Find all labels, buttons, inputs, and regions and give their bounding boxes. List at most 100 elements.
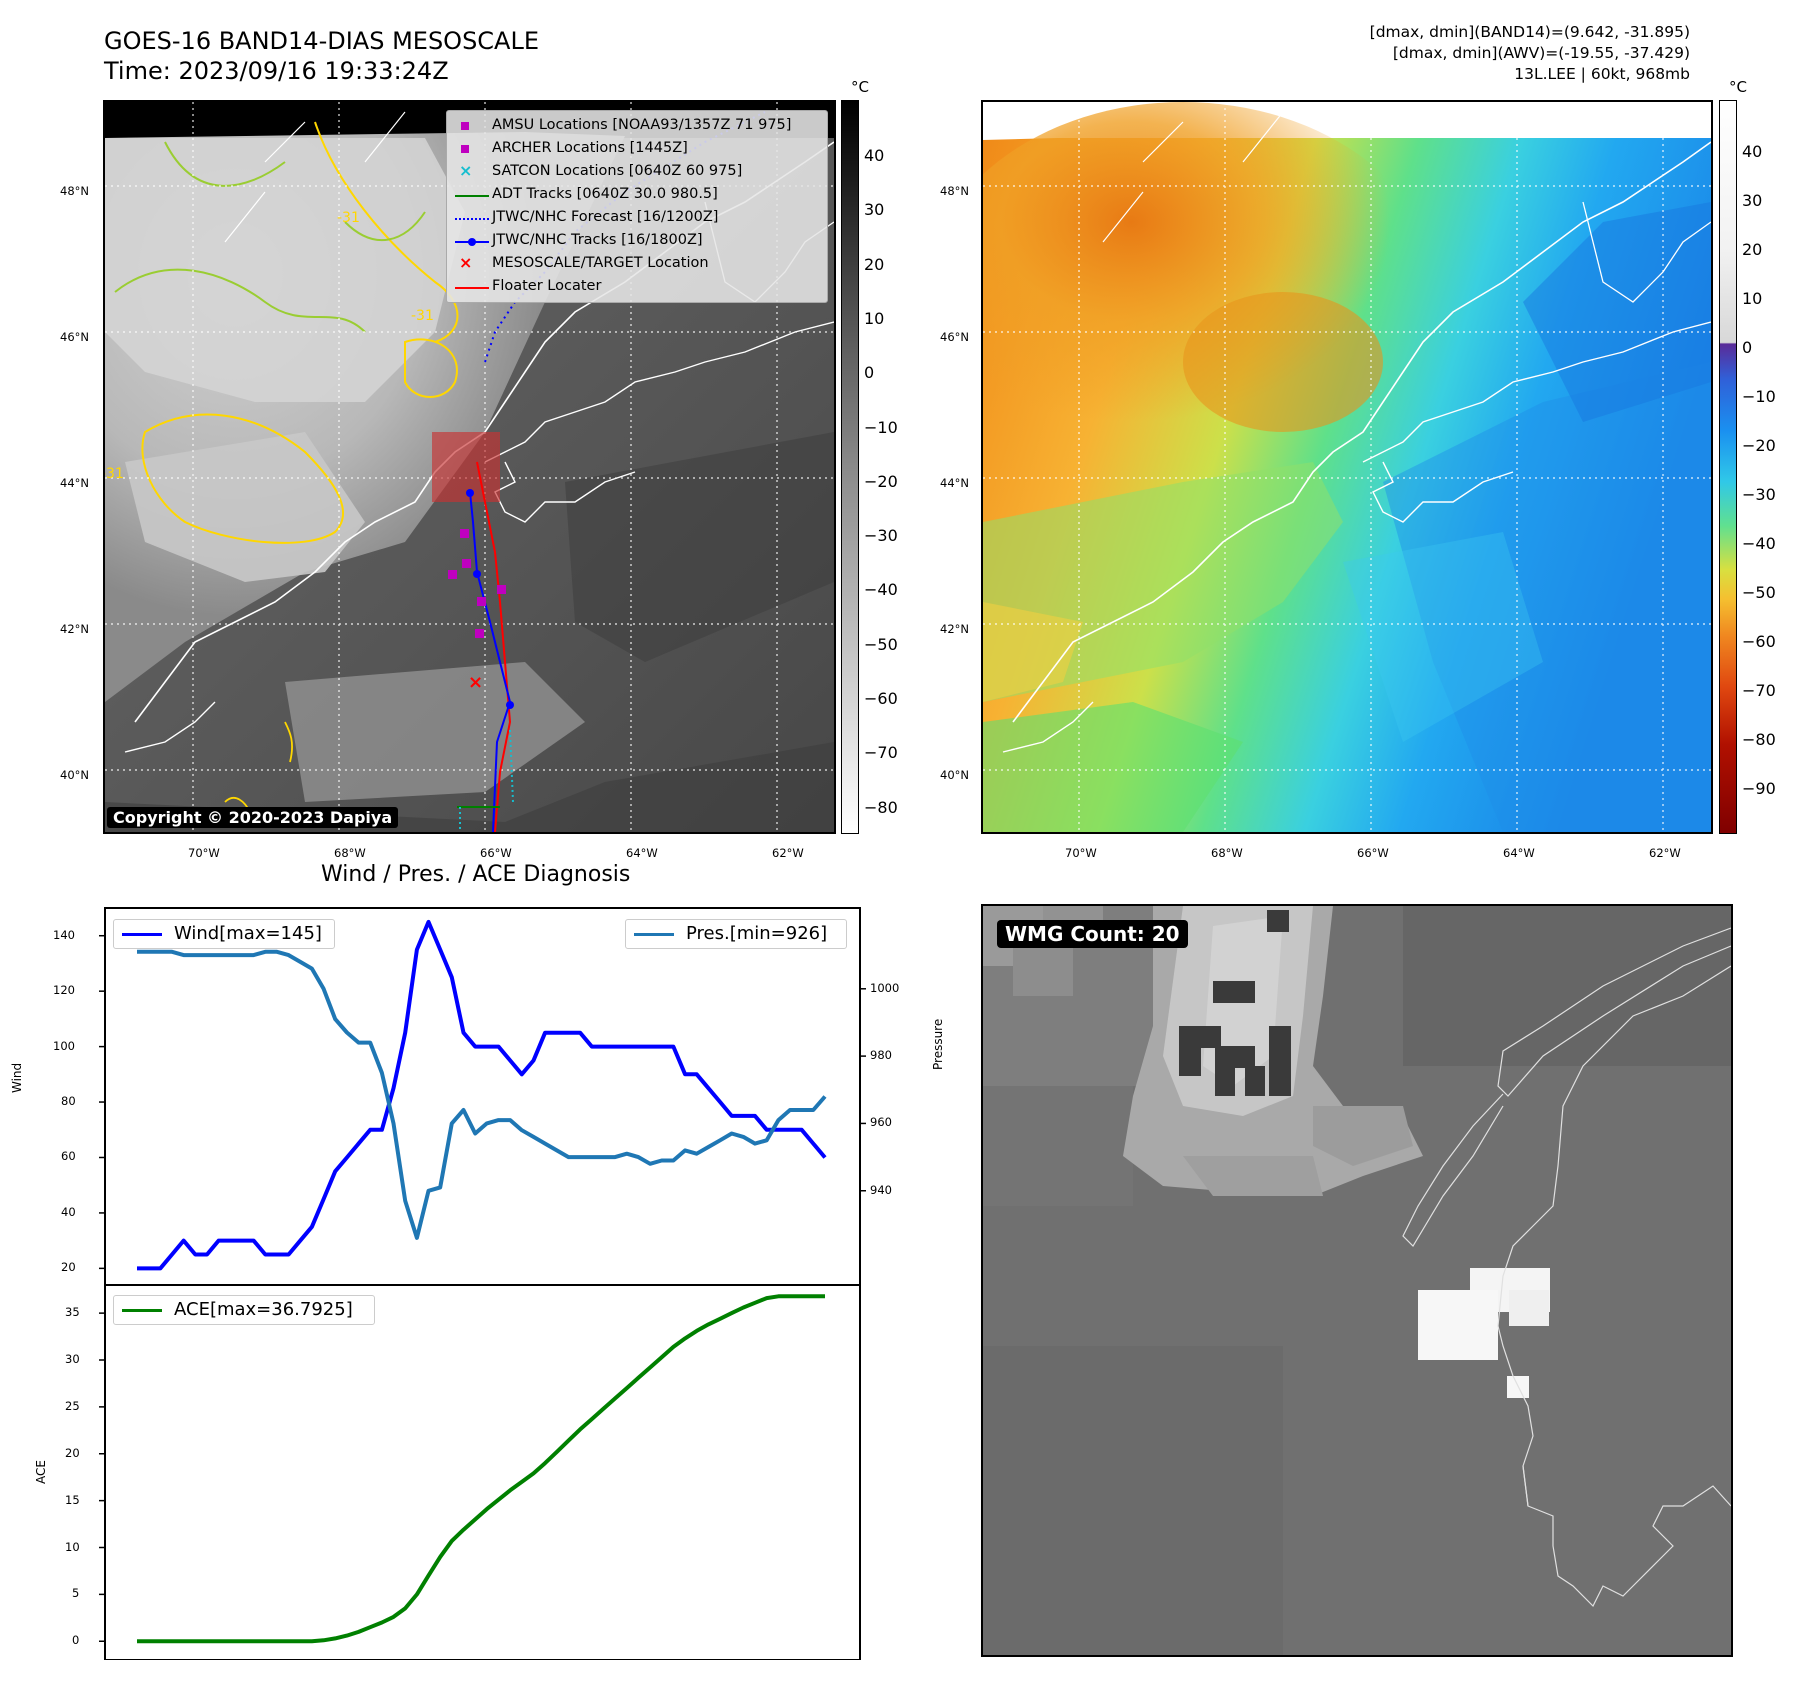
legend-marker-square [461,145,469,153]
wv-colorbar-tick: 0 [1742,338,1753,357]
wv-map-panel [981,100,1713,834]
ir-colorbar-tick: 30 [864,200,885,220]
ir-colorbar-tick: −10 [864,417,898,437]
legend-marker-line [455,287,489,289]
legend-dot [468,238,476,246]
ir-colorbar-tick: 10 [864,308,885,328]
wind-tick-label: 20 [61,1260,76,1275]
ace-legend-label: ACE[max=36.7925] [174,1299,353,1320]
contour-label: -31 [337,210,360,226]
pressure-legend-label: Pres.[min=926] [686,923,828,944]
lat-tick-label: 40°N [940,768,969,782]
wv-colorbar-tick: −20 [1742,436,1776,455]
lat-tick-label: 48°N [60,184,89,198]
legend-label: JTWC/NHC Forecast [16/1200Z] [492,209,719,225]
ir-colorbar-tick: −70 [864,743,898,763]
info-line-storm: 13L.LEE | 60kt, 968mb [1514,65,1690,83]
legend-label: SATCON Locations [0640Z 60 975] [492,163,743,179]
legend-entry: ADT Tracks [0640Z 30.0 980.5] [447,186,827,206]
wind-series-line [137,919,827,1271]
legend-label: JTWC/NHC Tracks [16/1800Z] [492,232,703,248]
svg-text:×: × [468,672,483,693]
ace-tick-label: 20 [65,1445,80,1460]
wv-colorbar-tick: −70 [1742,681,1776,700]
ir-colorbar-tick: 0 [864,363,875,383]
wind-legend: Wind[max=145] [113,919,335,949]
legend-label: ADT Tracks [0640Z 30.0 980.5] [492,186,718,202]
pressure-series-line [137,949,827,1240]
wind-tick-label: 80 [61,1094,76,1109]
legend-label: ARCHER Locations [1445Z] [492,140,688,156]
lon-tick-label: 70°W [1065,846,1097,860]
legend-label: AMSU Locations [NOAA93/1357Z 71 975] [492,117,792,133]
wv-colorbar-tick: −50 [1742,583,1776,602]
lat-tick-label: 40°N [60,768,89,782]
pressure-tick-label: 960 [870,1115,892,1130]
ace-ylabel: ACE [34,1460,48,1484]
pressure-legend: Pres.[min=926] [625,919,847,949]
legend-entry: × SATCON Locations [0640Z 60 975] [447,161,827,183]
ir-colorbar-tick: −80 [864,797,898,817]
ir-map-panel: × -31 -31 -31 AMSU Locations [NOAA93/135… [103,100,836,834]
legend-marker-dotted [455,218,489,220]
ir-map-legend: AMSU Locations [NOAA93/1357Z 71 975] ARCH… [446,110,828,303]
lat-tick-label: 44°N [60,476,89,490]
lon-tick-label: 64°W [626,846,658,860]
wv-colorbar-tick: 40 [1742,142,1763,161]
lon-tick-label: 64°W [1503,846,1535,860]
lon-tick-label: 62°W [772,846,804,860]
ir-colorbar-tick: −40 [864,580,898,600]
ace-tick-label: 10 [65,1539,80,1554]
wind-tick-label: 140 [53,927,75,942]
wind-tick-label: 120 [53,983,75,998]
jtwc-track [466,489,514,832]
lat-tick-label: 48°N [940,184,969,198]
wv-colorbar-tick: 10 [1742,289,1763,308]
wmg-count-label: WMG Count: 20 [997,920,1188,948]
ir-colorbar-tick: 40 [864,146,885,165]
ir-colorbar [841,100,859,834]
lat-tick-label: 46°N [60,330,89,344]
lat-tick-label: 42°N [60,622,89,636]
ace-tick-label: 35 [65,1305,80,1320]
legend-entry: JTWC/NHC Forecast [16/1200Z] [447,209,827,229]
wv-colorbar-tick: 20 [1742,240,1763,259]
ir-colorbar-tick: −60 [864,689,898,708]
ir-colorbar-tick: 20 [864,254,885,274]
mesoscale-box [432,432,500,502]
wv-colorbar-tick: −80 [1742,730,1776,749]
lon-tick-label: 66°W [1357,846,1389,860]
ace-legend: ACE[max=36.7925] [113,1295,375,1325]
ace-tick-label: 15 [65,1492,80,1507]
ace-tick-label: 30 [65,1352,80,1366]
wind-tick-label: 100 [53,1038,75,1053]
wv-colorbar [1719,100,1737,834]
ace-tick-label: 5 [72,1586,80,1601]
pressure-tick-label: 940 [870,1182,892,1197]
lon-tick-label: 70°W [188,846,220,860]
wv-colorbar-tick: −10 [1742,387,1776,406]
legend-marker-line [455,195,489,197]
legend-label: Floater Locater [492,278,602,294]
diagnosis-title: Wind / Pres. / ACE Diagnosis [321,862,631,887]
wv-colorbar-tick: 30 [1742,191,1763,210]
wmg-imagery [983,906,1731,1655]
ace-tick-label: 0 [72,1633,80,1648]
legend-entry: ARCHER Locations [1445Z] [447,140,827,160]
lon-tick-label: 68°W [334,846,366,860]
lon-tick-label: 62°W [1649,846,1681,860]
legend-entry: AMSU Locations [NOAA93/1357Z 71 975] [447,117,827,137]
copyright-label: Copyright © 2020-2023 Dapiya [107,807,399,828]
lat-tick-label: 42°N [940,622,969,636]
ir-colorbar-tick: −30 [864,526,898,546]
legend-entry: JTWC/NHC Tracks [16/1800Z] [447,232,827,252]
legend-marker-x: × [459,161,473,180]
ace-tick-label: 25 [65,1398,80,1413]
chart-title-line2: Time: 2023/09/16 19:33:24Z [104,57,449,85]
wv-colorbar-tick: −30 [1742,485,1776,504]
ace-axes [104,1284,861,1660]
lat-tick-label: 46°N [940,330,969,344]
wind-ylabel: Wind [10,1062,24,1093]
ir-colorbar-tick: −50 [864,634,898,654]
lon-tick-label: 66°W [480,846,512,860]
